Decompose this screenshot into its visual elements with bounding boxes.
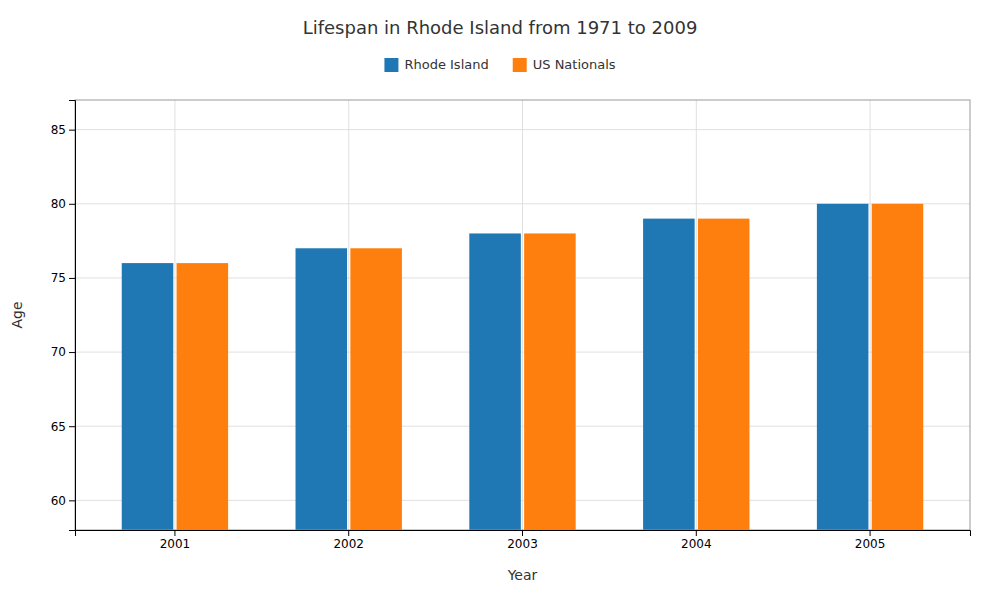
x-axis-line xyxy=(76,531,971,537)
legend-label: US Nationals xyxy=(533,57,616,72)
x-grid-line xyxy=(870,100,871,530)
bar xyxy=(524,233,576,530)
x-tick-mark xyxy=(174,530,175,536)
y-tick-label: 65 xyxy=(51,420,66,434)
y-tick: 60 xyxy=(51,494,75,508)
y-tick-mark xyxy=(69,130,75,131)
bar xyxy=(177,263,229,530)
bar xyxy=(122,263,174,530)
y-tick-label: 70 xyxy=(51,345,66,359)
y-tick-mark xyxy=(69,204,75,205)
bar xyxy=(643,219,695,530)
x-tick: 2004 xyxy=(681,530,712,551)
x-grid-line xyxy=(174,100,175,530)
y-tick: 75 xyxy=(51,271,75,285)
bars xyxy=(122,204,924,530)
x-tick: 2005 xyxy=(855,530,886,551)
y-tick: 65 xyxy=(51,420,75,434)
bar xyxy=(817,204,869,530)
y-tick-mark xyxy=(69,352,75,353)
bar xyxy=(296,248,348,530)
y-tick-label: 85 xyxy=(51,123,66,137)
y-tick-label: 80 xyxy=(51,197,66,211)
y-tick: 80 xyxy=(51,197,75,211)
chart-svg: 2001 2002 2003 2004 2005 60 65 70 75 80 85 Year Age L… xyxy=(0,0,1000,600)
x-tick: 2003 xyxy=(507,530,538,551)
bar xyxy=(350,248,402,530)
legend-item: US Nationals xyxy=(513,57,616,72)
y-axis: 60 65 70 75 80 85 xyxy=(51,101,76,531)
y-tick-mark xyxy=(69,500,75,501)
x-tick-mark xyxy=(348,530,349,536)
y-tick-mark xyxy=(69,278,75,279)
x-tick-label: 2003 xyxy=(507,537,538,551)
y-tick-mark xyxy=(69,426,75,427)
legend-swatch xyxy=(513,58,527,72)
chart-title: Lifespan in Rhode Island from 1971 to 20… xyxy=(303,17,698,38)
y-axis-line xyxy=(69,101,76,531)
y-axis-title: Age xyxy=(9,301,25,328)
bar xyxy=(698,219,750,530)
y-tick: 70 xyxy=(51,345,75,359)
x-tick-label: 2004 xyxy=(681,537,712,551)
legend: Rhode Island US Nationals xyxy=(384,57,615,72)
x-grid-line xyxy=(522,100,523,530)
chart-container: 2001 2002 2003 2004 2005 60 65 70 75 80 85 Year Age L… xyxy=(0,0,1000,600)
x-grid-line xyxy=(696,100,697,530)
plot-area: 2001 2002 2003 2004 2005 60 65 70 75 80 85 xyxy=(51,100,971,600)
legend-label: Rhode Island xyxy=(404,57,488,72)
legend-swatch xyxy=(384,58,398,72)
bar xyxy=(469,233,521,530)
x-tick-mark xyxy=(522,530,523,536)
y-tick-label: 75 xyxy=(51,271,66,285)
x-tick: 2001 xyxy=(160,530,191,551)
legend-item: Rhode Island xyxy=(384,57,488,72)
bar xyxy=(872,204,924,530)
x-grid-line xyxy=(348,100,349,530)
plot-frame xyxy=(75,100,970,530)
x-tick-mark xyxy=(870,530,871,536)
x-tick: 2002 xyxy=(333,530,364,551)
y-tick-label: 60 xyxy=(51,494,66,508)
x-tick-label: 2005 xyxy=(855,537,886,551)
x-axis-title: Year xyxy=(507,567,538,583)
x-axis: 2001 2002 2003 2004 2005 xyxy=(76,530,971,551)
x-tick-label: 2002 xyxy=(333,537,364,551)
x-tick-mark xyxy=(696,530,697,536)
bar-series xyxy=(122,204,869,530)
x-tick-label: 2001 xyxy=(160,537,191,551)
y-tick: 85 xyxy=(51,123,75,137)
bar-series xyxy=(177,204,924,530)
